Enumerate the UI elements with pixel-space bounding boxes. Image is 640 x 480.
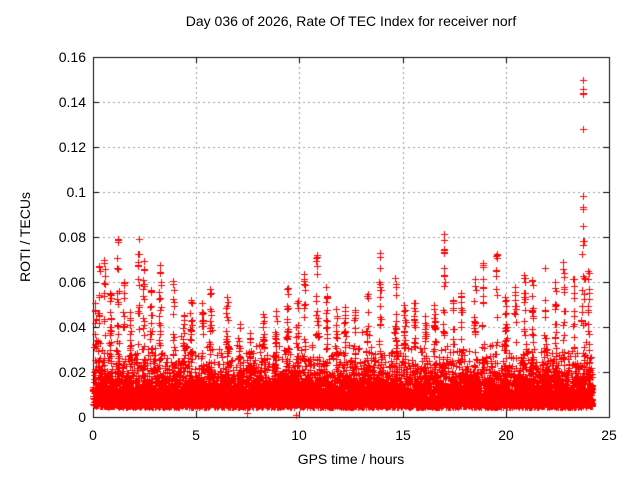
x-tick-label-25: 25 — [601, 427, 617, 443]
x-tick-label-0: 0 — [89, 427, 97, 443]
y-tick-label-004: 0.04 — [58, 319, 86, 335]
x-tick-label-10: 10 — [291, 427, 307, 443]
x-tick-label-5: 5 — [192, 427, 200, 443]
y-tick-label-0: 0 — [78, 409, 86, 425]
x-tick-label-20: 20 — [498, 427, 514, 443]
y-tick-label-01: 0.1 — [66, 184, 86, 200]
y-tick-label-014: 0.14 — [58, 94, 86, 110]
x-axis-label: GPS time / hours — [297, 451, 405, 467]
y-tick-label-012: 0.12 — [58, 139, 86, 155]
y-tick-label-008: 0.08 — [58, 229, 86, 245]
y-tick-label-002: 0.02 — [58, 364, 86, 380]
y-tick-label-006: 0.06 — [58, 274, 86, 290]
chart-title: Day 036 of 2026, Rate Of TEC Index for r… — [185, 13, 517, 29]
y-tick-label-016: 0.16 — [58, 49, 86, 65]
x-tick-label-15: 15 — [395, 427, 411, 443]
